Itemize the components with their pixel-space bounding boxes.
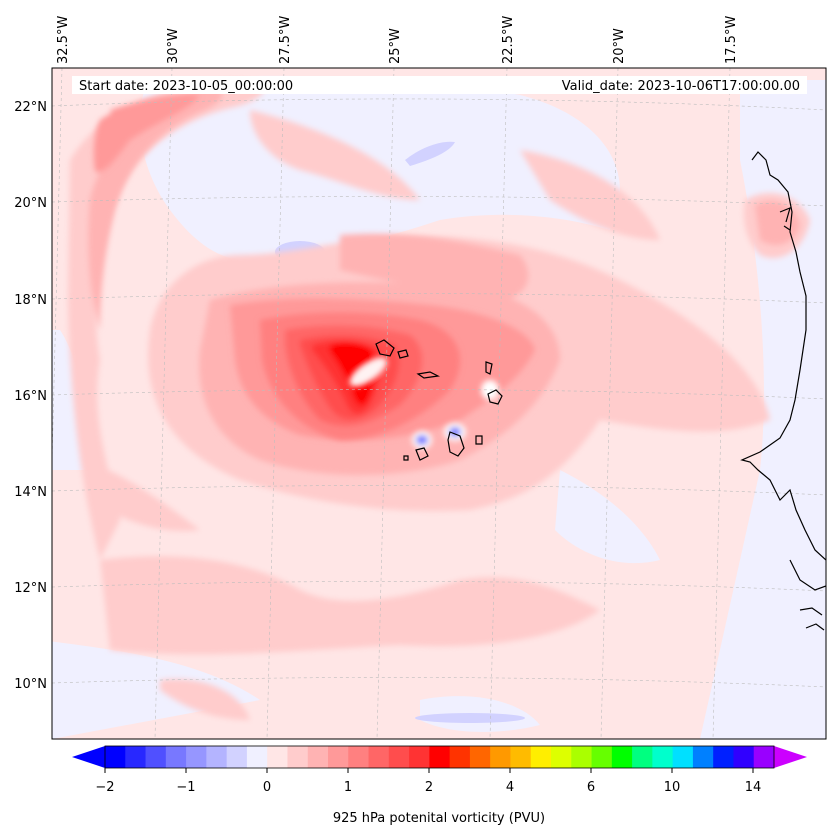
colorbar-title: 925 hPa potenital vorticity (PVU) xyxy=(333,811,545,826)
colorbar-extend-min xyxy=(72,746,105,768)
lon-label-27-5w: 27.5°W xyxy=(278,16,293,64)
latitude-labels: 22°N 20°N 18°N 16°N 14°N 12°N 10°N xyxy=(14,100,47,692)
gridlines xyxy=(52,68,826,739)
lat-label-20n: 20°N xyxy=(14,196,47,211)
colorbar-segment xyxy=(551,746,572,768)
colorbar-segment xyxy=(348,746,370,768)
sao-nicolau-island xyxy=(416,371,440,379)
colorbar-segment xyxy=(226,746,248,768)
colorbar-segment xyxy=(672,746,694,768)
colorbar-tick-label: 10 xyxy=(664,780,681,795)
colorbar-tick-label: 1 xyxy=(344,780,352,795)
colorbar-tick-label: 6 xyxy=(587,780,595,795)
colorbar-segment xyxy=(267,746,289,768)
colorbar-segment xyxy=(449,746,471,768)
info-box xyxy=(72,76,807,94)
colorbar-segment xyxy=(246,746,268,768)
colorbar: −2 −1 0 1 2 4 6 10 14 925 hPa potenital … xyxy=(72,745,807,826)
lon-label-20w: 20°W xyxy=(612,28,627,64)
lat-label-22n: 22°N xyxy=(14,100,47,115)
start-date-label: Start date: 2023-10-05_00:00:00 xyxy=(79,79,293,94)
colorbar-segment xyxy=(429,746,451,768)
lon-label-17-5w: 17.5°W xyxy=(724,16,739,64)
colorbar-segment xyxy=(611,746,633,768)
colorbar-segment xyxy=(692,746,714,768)
colorbar-segment xyxy=(510,746,532,768)
colorbar-segment xyxy=(125,746,147,768)
sao-vicente-island xyxy=(397,349,409,359)
lat-label-14n: 14°N xyxy=(14,485,47,500)
colorbar-segment xyxy=(307,746,329,768)
colorbar-segment xyxy=(105,746,126,768)
map-area: Start date: 2023-10-05_00:00:00 Valid_da… xyxy=(52,68,826,739)
colorbar-segment xyxy=(165,746,187,768)
colorbar-segment xyxy=(733,746,755,768)
colorbar-tick-label: 2 xyxy=(425,780,433,795)
africa-coastline xyxy=(740,151,826,561)
colorbar-tick-label: 4 xyxy=(506,780,514,795)
colorbar-segment xyxy=(409,746,430,768)
santo-antao-island xyxy=(375,339,395,357)
africa-coastline-south xyxy=(789,559,826,631)
colorbar-tick-label: 14 xyxy=(745,780,762,795)
fogo-island xyxy=(415,447,429,461)
lat-label-18n: 18°N xyxy=(14,293,47,308)
santiago-island xyxy=(447,431,465,457)
colorbar-segment xyxy=(206,746,228,768)
colorbar-segment xyxy=(368,746,390,768)
valid-date-label: Valid_date: 2023-10-06T17:00:00.00 xyxy=(562,79,800,94)
boa-vista-island xyxy=(487,389,503,405)
colorbar-tick-label: −2 xyxy=(95,780,114,795)
maio-island xyxy=(475,435,483,445)
banc-arguin-islands xyxy=(779,206,791,231)
colorbar-segment xyxy=(632,746,653,768)
colorbar-outline xyxy=(104,745,775,769)
lon-label-25w: 25°W xyxy=(388,28,403,64)
colorbar-segment xyxy=(652,746,674,768)
sal-island xyxy=(485,361,493,375)
lon-label-22-5w: 22.5°W xyxy=(501,16,516,64)
lon-label-30w: 30°W xyxy=(166,28,181,64)
colorbar-ticks xyxy=(104,768,754,773)
colorbar-segment xyxy=(571,746,593,768)
colorbar-segment xyxy=(287,746,309,768)
lat-label-10n: 10°N xyxy=(14,677,47,692)
map-frame xyxy=(51,67,827,740)
colorbar-segment xyxy=(328,746,349,768)
colorbar-segment xyxy=(591,746,613,768)
colorbar-segments xyxy=(105,746,775,768)
colorbar-segment xyxy=(713,746,735,768)
colorbar-segment xyxy=(145,746,167,768)
colorbar-tick-label: 0 xyxy=(263,780,271,795)
colorbar-segment xyxy=(753,746,775,768)
lat-label-12n: 12°N xyxy=(14,581,47,596)
pv-white-wisp xyxy=(349,357,387,387)
lat-label-16n: 16°N xyxy=(14,389,47,404)
coastlines xyxy=(375,151,826,631)
colorbar-extend-max xyxy=(774,746,807,768)
colorbar-segment xyxy=(530,746,552,768)
colorbar-segment xyxy=(388,746,410,768)
longitude-labels: 32.5°W 30°W 27.5°W 25°W 22.5°W 20°W 17.5… xyxy=(56,16,739,64)
colorbar-tick-label: −1 xyxy=(176,780,195,795)
colorbar-segment xyxy=(186,746,207,768)
lon-label-32-5w: 32.5°W xyxy=(56,16,71,64)
brava-island xyxy=(403,455,409,461)
colorbar-segment xyxy=(469,746,491,768)
colorbar-segment xyxy=(490,746,512,768)
